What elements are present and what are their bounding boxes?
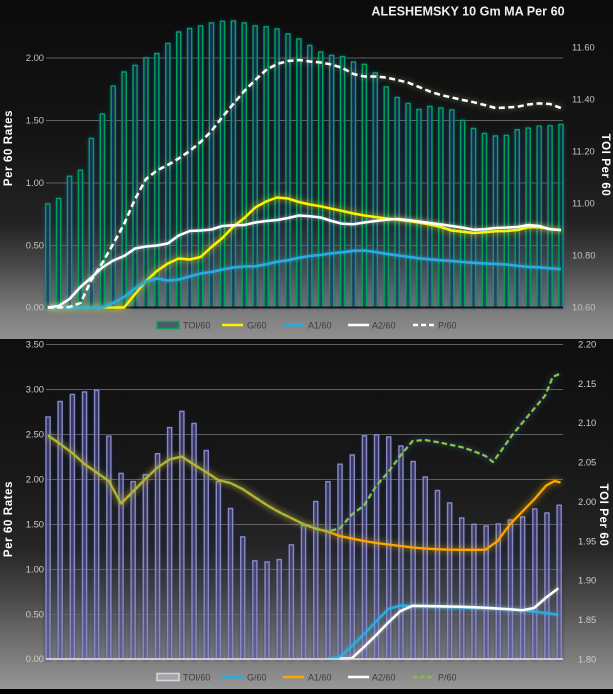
svg-text:1.80: 1.80 [578,654,596,665]
svg-text:Per 60 Rates: Per 60 Rates [3,481,15,557]
svg-text:10.80: 10.80 [572,250,595,261]
svg-text:2.15: 2.15 [578,378,596,389]
svg-text:TOI/60: TOI/60 [183,321,210,331]
svg-text:11.20: 11.20 [572,146,595,157]
svg-text:A1/60: A1/60 [308,321,332,331]
svg-text:0.50: 0.50 [26,609,44,620]
svg-text:1.50: 1.50 [26,519,44,530]
svg-text:ALESHEMSKY 10 Gm MA Per 60: ALESHEMSKY 10 Gm MA Per 60 [371,5,564,19]
svg-text:TOI Per 60: TOI Per 60 [599,134,611,197]
svg-text:10.60: 10.60 [572,302,595,313]
svg-text:2.20: 2.20 [578,338,596,349]
svg-text:2.10: 2.10 [578,417,596,428]
svg-text:Per 60 Rates: Per 60 Rates [3,110,15,186]
svg-text:3.00: 3.00 [26,384,44,395]
svg-text:TOI Per 60: TOI Per 60 [597,484,609,547]
svg-text:1.50: 1.50 [26,115,44,126]
svg-text:11.40: 11.40 [572,94,595,105]
svg-text:2.00: 2.00 [578,496,596,507]
svg-text:0.00: 0.00 [26,302,44,313]
svg-text:A2/60: A2/60 [372,321,396,331]
svg-text:A1/60: A1/60 [308,673,332,683]
svg-text:2.00: 2.00 [26,52,44,63]
svg-text:1.85: 1.85 [578,614,596,625]
svg-text:1.00: 1.00 [26,564,44,575]
svg-text:11.60: 11.60 [572,42,595,53]
svg-text:0.50: 0.50 [26,240,44,251]
svg-text:P/60: P/60 [438,673,457,683]
svg-text:11.00: 11.00 [572,198,595,209]
svg-text:A2/60: A2/60 [372,673,396,683]
svg-text:2.50: 2.50 [26,429,44,440]
svg-text:1.95: 1.95 [578,535,596,546]
svg-text:G/60: G/60 [247,321,267,331]
svg-text:P/60: P/60 [438,321,457,331]
svg-text:TOI/60: TOI/60 [183,673,210,683]
svg-text:2.00: 2.00 [26,474,44,485]
svg-text:1.00: 1.00 [26,177,44,188]
svg-text:3.50: 3.50 [26,339,44,350]
svg-text:1.90: 1.90 [578,575,596,586]
svg-text:G/60: G/60 [247,673,267,683]
svg-text:0.00: 0.00 [26,653,44,664]
svg-text:2.05: 2.05 [578,457,596,468]
